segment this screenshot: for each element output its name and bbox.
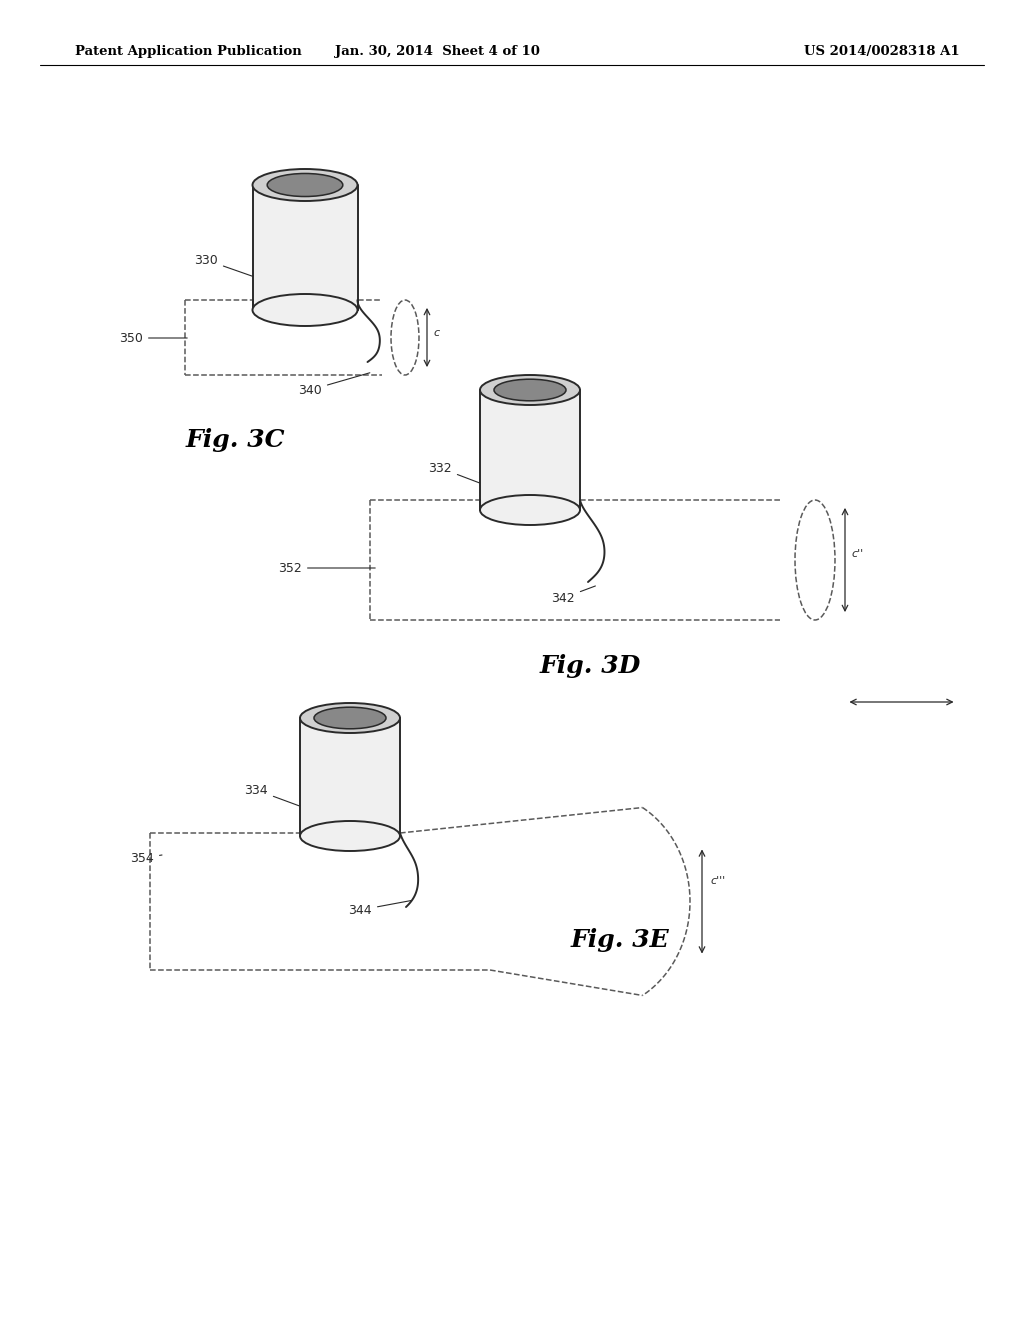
Text: 352: 352 xyxy=(279,561,375,574)
Text: Fig. 3C: Fig. 3C xyxy=(185,428,285,451)
Ellipse shape xyxy=(300,821,400,851)
Text: Fig. 3E: Fig. 3E xyxy=(570,928,670,952)
FancyBboxPatch shape xyxy=(480,389,580,510)
Ellipse shape xyxy=(480,495,580,525)
FancyBboxPatch shape xyxy=(253,185,357,310)
Text: 344: 344 xyxy=(348,900,412,916)
Text: Patent Application Publication: Patent Application Publication xyxy=(75,45,302,58)
Ellipse shape xyxy=(253,294,357,326)
Text: 332: 332 xyxy=(428,462,482,484)
Ellipse shape xyxy=(314,708,386,729)
Ellipse shape xyxy=(267,173,343,197)
Text: 342: 342 xyxy=(551,586,595,605)
Ellipse shape xyxy=(300,704,400,733)
Text: 334: 334 xyxy=(245,784,302,807)
Text: Fig. 3D: Fig. 3D xyxy=(540,653,641,678)
Text: c: c xyxy=(433,329,439,338)
Text: 350: 350 xyxy=(119,331,187,345)
Text: US 2014/0028318 A1: US 2014/0028318 A1 xyxy=(805,45,961,58)
Text: c'': c'' xyxy=(851,549,863,558)
Text: c''': c''' xyxy=(710,876,725,887)
Text: 340: 340 xyxy=(298,372,370,396)
Text: 330: 330 xyxy=(195,253,255,277)
Ellipse shape xyxy=(480,375,580,405)
Text: 354: 354 xyxy=(130,851,162,865)
Ellipse shape xyxy=(494,379,566,401)
Ellipse shape xyxy=(253,169,357,201)
Text: Jan. 30, 2014  Sheet 4 of 10: Jan. 30, 2014 Sheet 4 of 10 xyxy=(335,45,540,58)
FancyBboxPatch shape xyxy=(300,718,400,836)
